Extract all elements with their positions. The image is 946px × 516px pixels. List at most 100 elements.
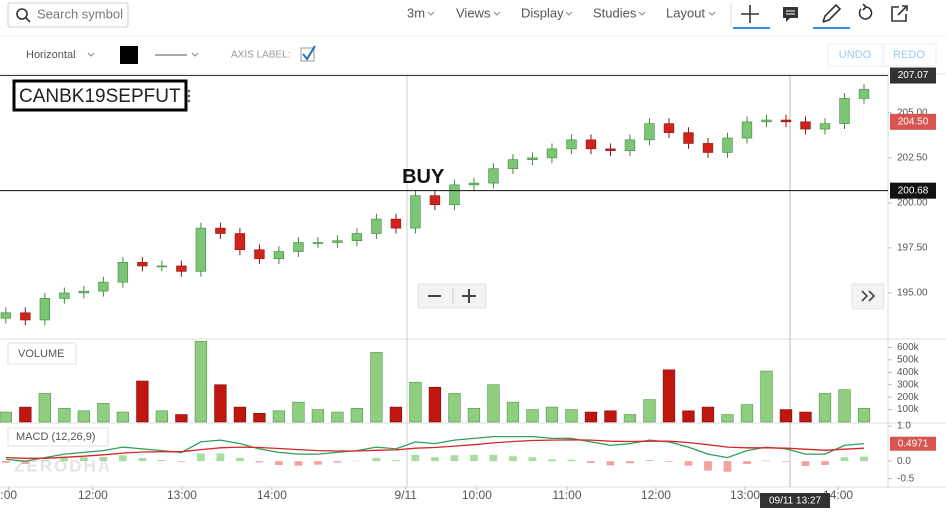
volume-bar <box>19 406 32 423</box>
volume-bar <box>331 411 344 423</box>
reset-button[interactable] <box>858 3 873 20</box>
redo-button[interactable] <box>883 43 937 67</box>
zoom-in[interactable] <box>462 289 476 303</box>
volume-bar <box>857 408 871 423</box>
macd-histogram <box>450 455 459 462</box>
volume-bar <box>545 406 559 423</box>
volume-bar <box>38 393 52 423</box>
macd-histogram <box>645 460 654 462</box>
macd-histogram <box>216 453 225 462</box>
volume-bar <box>77 410 91 423</box>
volume-bar <box>311 409 325 423</box>
macd-histogram <box>411 454 420 462</box>
candle-body <box>507 159 519 169</box>
y-tick-label: 600k <box>897 342 920 353</box>
color-swatch[interactable] <box>120 46 138 64</box>
candle-body <box>39 298 51 321</box>
draw-button[interactable] <box>822 3 842 23</box>
symbol-title: CANBK19SEPFUT <box>19 86 181 107</box>
y-tick-label: 300k <box>897 379 920 390</box>
menu-interval[interactable]: 3m <box>407 5 425 20</box>
menu-studies[interactable]: Studies <box>593 5 637 20</box>
macd-histogram <box>294 461 303 466</box>
volume-bar <box>214 384 227 423</box>
y-tick-label: 195.00 <box>897 288 928 299</box>
x-tick-label: 14:00 <box>257 488 287 502</box>
popout-button[interactable] <box>891 5 908 22</box>
candle-body <box>566 139 577 150</box>
candle-body <box>371 218 382 234</box>
active-underline <box>733 27 770 29</box>
undo-button[interactable] <box>827 43 883 67</box>
macd-histogram <box>665 461 673 462</box>
candle-body <box>819 123 831 130</box>
candle-body <box>215 227 226 234</box>
macd-histogram <box>587 461 595 463</box>
drawing-tool[interactable]: Horizontal <box>26 49 76 61</box>
macd-histogram <box>275 461 283 465</box>
macd-histogram <box>762 460 771 462</box>
macd-histogram <box>255 461 264 463</box>
candle-body <box>59 292 70 299</box>
volume-bar <box>740 404 754 423</box>
macd-histogram <box>1 461 10 463</box>
candle-body <box>137 262 148 267</box>
volume-bar <box>292 401 305 423</box>
volume-bar <box>623 414 637 423</box>
volume-bar <box>116 411 130 423</box>
redo-label[interactable]: REDO <box>893 49 925 61</box>
macd-histogram <box>548 459 556 462</box>
menu-layout[interactable]: Layout <box>666 5 705 20</box>
search-box[interactable] <box>7 2 129 28</box>
y-tick-label: 202.50 <box>897 153 928 164</box>
volume-bar <box>233 406 247 423</box>
scroll-icon <box>861 290 876 302</box>
macd-histogram <box>684 461 693 466</box>
comment-button[interactable] <box>783 7 798 22</box>
y-tick-label: 200.00 <box>897 198 928 209</box>
candle-body <box>176 265 187 272</box>
macd-histogram <box>353 460 361 462</box>
y-tick-label: 100k <box>897 404 920 415</box>
symbol-box <box>12 79 188 112</box>
crosshair-button[interactable] <box>741 5 759 23</box>
candle-body <box>800 121 811 130</box>
x-tick-label: 13:00 <box>730 488 760 502</box>
volume-bar <box>701 406 715 423</box>
y-tick-label: 200k <box>897 392 920 403</box>
macd-value-label: 0.4971 <box>898 438 929 449</box>
search-placeholder[interactable]: Search symbol <box>37 6 123 21</box>
volume-bar <box>253 413 266 423</box>
y-tick-label: 197.50 <box>897 243 928 254</box>
candle-body <box>449 184 460 205</box>
x-tick-label: :00 <box>0 488 17 502</box>
candle-body <box>546 148 558 159</box>
macd-histogram <box>40 460 49 462</box>
volume-bar <box>194 340 208 423</box>
macd-line <box>5 435 865 462</box>
x-tick-label: 14:00 <box>823 488 853 502</box>
scroll-latest[interactable] <box>851 283 885 310</box>
candle-body <box>98 281 109 292</box>
price-label: 200.68 <box>898 185 929 196</box>
volume-bar <box>643 399 656 423</box>
active-underline <box>813 27 850 29</box>
volume-bar <box>584 411 598 423</box>
macd-histogram <box>333 461 342 463</box>
crosshair-time-box <box>760 493 830 508</box>
undo-label[interactable]: UNDO <box>839 49 872 61</box>
menu-display[interactable]: Display <box>521 5 564 20</box>
macd-histogram <box>704 461 712 471</box>
macd-histogram <box>626 461 634 464</box>
menu-views[interactable]: Views <box>456 5 491 20</box>
search-icon <box>25 17 31 23</box>
volume-bar <box>389 406 403 423</box>
candle-body <box>858 89 870 99</box>
candle-body <box>702 143 714 153</box>
volume-bar <box>506 401 520 423</box>
volume-bar <box>409 381 422 423</box>
symbol-menu[interactable] <box>187 89 191 103</box>
volume-bar <box>818 393 832 423</box>
candle-body <box>254 249 265 260</box>
